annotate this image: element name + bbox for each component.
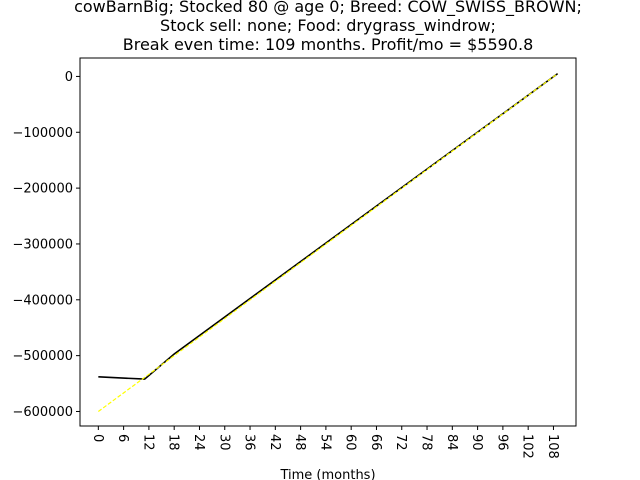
x-tick-label: 66 — [368, 434, 383, 451]
series-group — [97, 72, 559, 412]
y-tick-label: −300000 — [12, 237, 73, 252]
x-axis-label: Time (months) — [279, 468, 375, 480]
chart-title-line-3: Break even time: 109 months. Profit/mo =… — [123, 35, 534, 54]
x-tick-label: 84 — [444, 434, 459, 451]
x-tick-label: 48 — [292, 434, 307, 451]
chart-title: cowBarnBig; Stocked 80 @ age 0; Breed: C… — [74, 0, 582, 54]
x-tick-label: 72 — [393, 434, 408, 451]
y-tick-label: −400000 — [12, 293, 73, 308]
x-tick-label: 30 — [216, 434, 231, 451]
chart-title-line-2: Stock sell: none; Food: drygrass_windrow… — [160, 16, 496, 36]
series-line-2 — [97, 73, 559, 412]
y-tick-label: −200000 — [12, 182, 73, 197]
plot-area — [79, 57, 577, 427]
x-tick-label: 108 — [545, 434, 560, 459]
x-tick-label: 90 — [469, 434, 484, 451]
x-tick-label: 102 — [520, 434, 535, 459]
x-tick-label: 42 — [267, 434, 282, 451]
x-tick-label: 6 — [115, 434, 130, 442]
y-tick-label: −500000 — [12, 349, 73, 364]
x-tick-label: 96 — [494, 434, 509, 451]
x-tick-label: 24 — [191, 434, 206, 451]
series-line-1 — [98, 72, 559, 380]
x-tick-label: 36 — [242, 434, 257, 451]
x-tick-label: 18 — [166, 434, 181, 451]
x-tick-label: 78 — [419, 434, 434, 451]
x-axis: 0 6 12 18 24 30 36 42 48 54 60 66 72 78 84 90 96 102 108 — [90, 426, 560, 459]
x-tick-label: 60 — [343, 434, 358, 451]
y-tick-label: −100000 — [12, 126, 73, 141]
chart-title-line-1: cowBarnBig; Stocked 80 @ age 0; Breed: C… — [74, 0, 582, 17]
x-tick-label: 12 — [140, 434, 155, 451]
y-tick-label: −600000 — [12, 405, 73, 420]
x-tick-label: 54 — [317, 434, 332, 451]
y-axis: 0 −100000 −200000 −300000 −400000 −500000 −600… — [12, 70, 80, 420]
y-tick-label: 0 — [65, 70, 73, 85]
x-tick-label: 0 — [90, 434, 105, 442]
plot-frame — [79, 57, 577, 427]
